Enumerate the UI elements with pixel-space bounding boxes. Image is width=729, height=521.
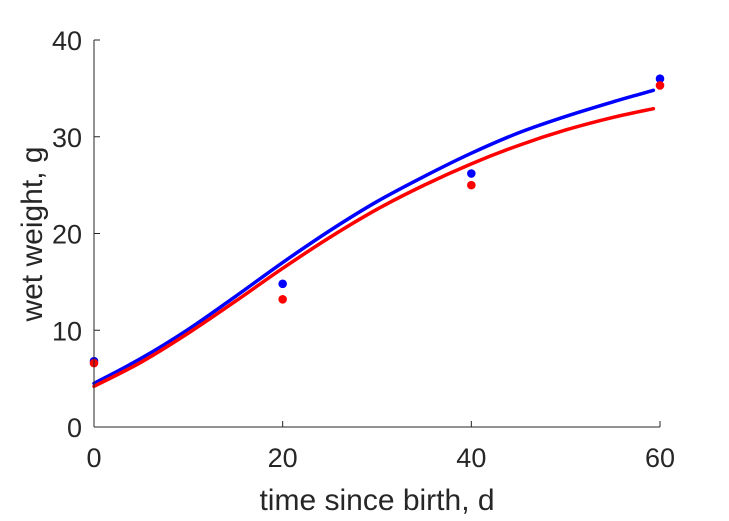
x-axis-title: time since birth, d (259, 484, 494, 517)
y-tick-label: 10 (52, 316, 82, 346)
x-tick-label: 20 (268, 443, 298, 473)
plot-area (89, 74, 665, 389)
x-tick-label: 0 (86, 443, 101, 473)
red-fit-line (92, 106, 656, 389)
y-axis-title: wet weight, g (16, 146, 49, 322)
blue-data-point (655, 74, 665, 83)
y-tick-label: 40 (52, 26, 82, 56)
axes: 0 20 40 60 0 10 20 30 40 (52, 26, 675, 473)
y-tick-label: 0 (67, 413, 82, 443)
red-data-point (655, 81, 665, 90)
y-tick-label: 20 (52, 220, 82, 250)
x-tick-label: 60 (645, 443, 675, 473)
y-tick-label: 30 (52, 123, 82, 153)
red-data-point (467, 180, 476, 190)
x-tick-label: 40 (456, 443, 486, 473)
blue-data-point (467, 169, 476, 178)
blue-fit-line (92, 88, 656, 386)
blue-data-point (278, 279, 287, 289)
red-data-point (278, 294, 287, 304)
